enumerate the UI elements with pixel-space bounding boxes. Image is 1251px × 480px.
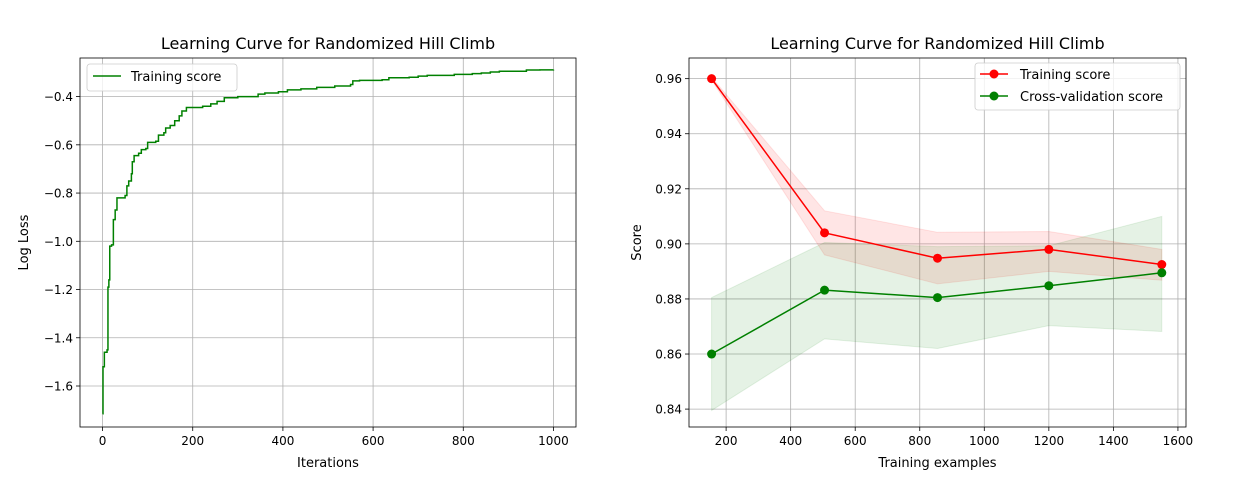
right-y-axis-label: Score — [630, 224, 645, 260]
right-chart-title: Learning Curve for Randomized Hill Climb — [770, 34, 1104, 53]
right-data-point-0 — [1157, 260, 1167, 270]
right-ticks: 200 400 600 800 1000 1200 1400 1600 0.84 0.86 0.88… — [655, 72, 1193, 448]
right-y-tick-label: 0.88 — [655, 292, 682, 306]
right-data-point-1 — [1044, 281, 1054, 291]
left-legend: Training score — [86, 63, 238, 92]
right-data-point-0 — [933, 253, 942, 263]
left-ticks: 0 200 400 600 800 1000 −1.6 −1.4 −1.2 −1.0 −0.8 −0.… — [44, 90, 569, 448]
right-legend-label-cv: Cross-validation score — [1020, 90, 1163, 105]
right-x-tick-label: 1600 — [1163, 434, 1194, 448]
right-y-tick-label: 0.96 — [655, 72, 682, 86]
left-x-axis-label: Iterations — [297, 456, 359, 471]
left-x-tick-label: 1000 — [538, 434, 569, 448]
right-x-tick-label: 200 — [715, 434, 738, 448]
left-x-tick-label: 200 — [181, 434, 204, 448]
left-y-tick-label: −1.2 — [44, 283, 73, 297]
left-chart-title: Learning Curve for Randomized Hill Climb — [161, 34, 495, 53]
left-legend-box — [86, 63, 238, 92]
right-data-point-1 — [707, 349, 717, 359]
right-y-tick-label: 0.84 — [655, 403, 682, 417]
right-legend: Training score Cross-validation score — [974, 62, 1181, 111]
right-legend-marker-cv — [989, 91, 999, 101]
left-y-tick-label: −0.8 — [44, 187, 73, 201]
left-y-axis-label: Log Loss — [17, 214, 32, 270]
left-y-tick-label: −1.6 — [44, 380, 73, 394]
right-x-tick-label: 1400 — [1098, 434, 1129, 448]
left-grid — [80, 58, 576, 427]
right-y-tick-label: 0.92 — [655, 182, 682, 196]
right-data-point-1 — [933, 293, 942, 303]
left-y-tick-label: −1.0 — [44, 235, 73, 249]
right-y-tick-label: 0.86 — [655, 348, 682, 362]
right-x-tick-label: 1000 — [969, 434, 1000, 448]
left-y-tick-label: −1.4 — [44, 331, 73, 345]
right-data-point-0 — [707, 74, 717, 84]
left-x-tick-label: 600 — [362, 434, 385, 448]
right-data-point-1 — [1157, 268, 1167, 278]
right-x-tick-label: 600 — [844, 434, 867, 448]
right-legend-label-training: Training score — [1019, 68, 1110, 83]
right-data-point-0 — [1044, 244, 1054, 254]
left-x-tick-label: 800 — [452, 434, 475, 448]
left-y-tick-label: −0.4 — [44, 90, 73, 104]
chart-right: Learning Curve for Randomized Hill Climb… — [630, 34, 1193, 471]
left-legend-label-training: Training score — [130, 70, 221, 85]
left-x-tick-label: 0 — [99, 434, 107, 448]
right-y-tick-label: 0.90 — [655, 237, 682, 251]
left-series-line-0 — [102, 69, 555, 415]
left-axes-frame — [79, 57, 577, 428]
right-x-tick-label: 1200 — [1034, 434, 1065, 448]
right-legend-box — [974, 62, 1181, 111]
right-data-point-0 — [820, 228, 830, 238]
right-band-1 — [711, 215, 1163, 412]
right-data-point-1 — [820, 285, 830, 295]
right-x-tick-label: 400 — [779, 434, 802, 448]
right-x-axis-label: Training examples — [877, 456, 996, 471]
right-y-tick-label: 0.94 — [655, 127, 682, 141]
left-y-tick-label: −0.6 — [44, 138, 73, 152]
left-x-tick-label: 400 — [271, 434, 294, 448]
right-legend-marker-training — [989, 69, 999, 79]
right-plot-area — [707, 74, 1167, 412]
right-x-tick-label: 800 — [908, 434, 931, 448]
chart-left: Learning Curve for Randomized Hill Climb… — [17, 34, 577, 471]
right-axes-frame — [688, 57, 1187, 428]
left-plot-area — [102, 69, 555, 415]
